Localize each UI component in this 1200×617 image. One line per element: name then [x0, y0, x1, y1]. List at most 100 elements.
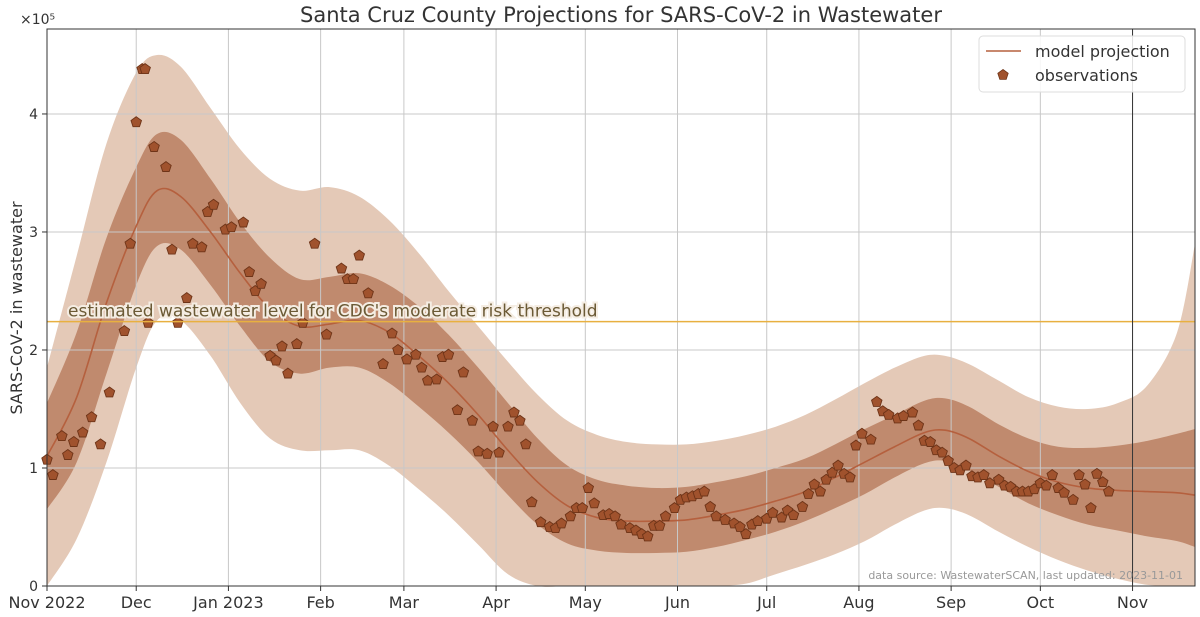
- observation-point: [362, 287, 374, 299]
- observations-markers: [41, 63, 1115, 542]
- x-tick-label: Jun: [664, 593, 690, 612]
- y-tick-label: 3: [29, 225, 38, 241]
- observation-point: [308, 237, 321, 249]
- observation-point: [347, 273, 360, 285]
- observation-point: [207, 198, 220, 210]
- observation-point: [410, 348, 422, 360]
- legend: model projection observations: [978, 35, 1186, 93]
- observation-point: [291, 338, 303, 349]
- observation-point: [401, 353, 413, 365]
- axes: Nov 2022 Dec Jan 2023 Feb Mar Apr May Jun Jul Aug…: [8, 28, 1196, 612]
- observation-point: [1102, 485, 1115, 497]
- observation-point: [588, 497, 601, 509]
- observation-point: [906, 406, 919, 418]
- observation-point: [719, 513, 731, 525]
- legend-label-model: model projection: [1035, 42, 1170, 61]
- observation-point: [525, 496, 538, 508]
- observation-point: [47, 469, 59, 480]
- x-tick-label: Dec: [121, 593, 152, 612]
- observation-point: [124, 237, 137, 249]
- observation-point: [802, 487, 815, 499]
- observation-point: [1073, 469, 1085, 480]
- y-tick-label: 2: [29, 343, 38, 359]
- observation-point: [942, 454, 954, 466]
- observation-point: [276, 340, 288, 352]
- observation-point: [481, 447, 493, 459]
- observation-point: [615, 518, 627, 530]
- observation-point: [430, 373, 443, 385]
- observation-point: [787, 509, 800, 521]
- observation-point: [270, 354, 282, 366]
- inner-uncertainty-band: [47, 131, 1195, 554]
- x-tick-label: Jan 2023: [192, 593, 263, 612]
- observation-point: [740, 528, 752, 539]
- observation-point: [94, 438, 107, 450]
- threshold-label: estimated wastewater level for CDC's mod…: [68, 302, 598, 322]
- observation-point: [698, 485, 711, 497]
- observation-point: [514, 414, 526, 426]
- observation-point: [103, 386, 116, 398]
- observation-point: [320, 328, 333, 340]
- observation-point: [850, 439, 862, 451]
- observation-point: [493, 446, 505, 458]
- observation-point: [582, 482, 595, 493]
- observation-point: [442, 348, 455, 360]
- x-tick-label: May: [569, 593, 602, 612]
- observation-point: [1085, 502, 1097, 514]
- y-tick-label: 4: [29, 107, 38, 123]
- observation-point: [936, 446, 948, 458]
- x-tick-label: Oct: [1027, 593, 1055, 612]
- uncertainty-bands: [47, 54, 1195, 587]
- observation-point: [882, 408, 895, 420]
- observation-point: [992, 473, 1005, 485]
- observation-point: [808, 478, 821, 490]
- observation-point: [415, 361, 428, 373]
- observation-point: [1097, 476, 1109, 488]
- threshold-group: estimated wastewater level for CDC's mod…: [47, 300, 1195, 324]
- observation-point: [377, 358, 389, 370]
- observation-point: [160, 161, 172, 172]
- observation-point: [335, 262, 348, 274]
- observation-point: [457, 366, 470, 378]
- observation-point: [472, 445, 485, 457]
- y-axis-label: SARS-CoV-2 in wastewater: [7, 201, 26, 414]
- observation-point: [139, 63, 151, 75]
- observation-point: [832, 459, 844, 471]
- observation-point: [130, 116, 143, 128]
- observation-point: [844, 471, 856, 483]
- observation-point: [487, 420, 499, 432]
- observation-point: [181, 292, 193, 303]
- y-tick-label: 0: [29, 579, 38, 595]
- observation-point: [653, 519, 666, 531]
- plot-frame: [46, 28, 1196, 587]
- x-tick-label: Feb: [306, 593, 334, 612]
- observation-point: [534, 516, 547, 528]
- x-tick-label: Jul: [756, 593, 776, 612]
- observation-point: [520, 438, 532, 450]
- data-source-annotation: data source: WastewaterSCAN, last update…: [868, 569, 1183, 582]
- observation-point: [76, 426, 89, 438]
- observation-point: [912, 419, 925, 431]
- observation-point: [148, 140, 160, 152]
- observation-point: [555, 517, 568, 529]
- observation-point: [1079, 478, 1091, 490]
- observation-point: [1058, 486, 1070, 498]
- observation-point: [1067, 493, 1079, 505]
- legend-label-observations: observations: [1035, 66, 1138, 85]
- observation-point: [353, 249, 366, 261]
- observation-point: [576, 502, 589, 514]
- observation-point: [282, 367, 294, 379]
- observation-point: [641, 530, 654, 542]
- observation-point: [166, 243, 178, 255]
- observation-point: [1091, 467, 1103, 479]
- observation-point: [734, 520, 746, 532]
- observation-point: [865, 433, 877, 445]
- observation-point: [766, 506, 779, 518]
- observation-point: [668, 502, 681, 514]
- observation-point: [243, 266, 256, 277]
- observation-point: [924, 435, 937, 447]
- legend-marker-swatch: [997, 69, 1009, 80]
- x-tick-label: Apr: [482, 593, 510, 612]
- chart-title: Santa Cruz County Projections for SARS-C…: [300, 3, 942, 27]
